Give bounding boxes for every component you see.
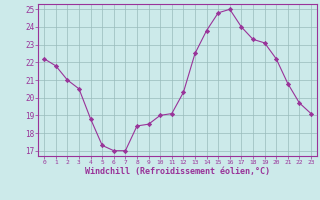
X-axis label: Windchill (Refroidissement éolien,°C): Windchill (Refroidissement éolien,°C) [85, 167, 270, 176]
